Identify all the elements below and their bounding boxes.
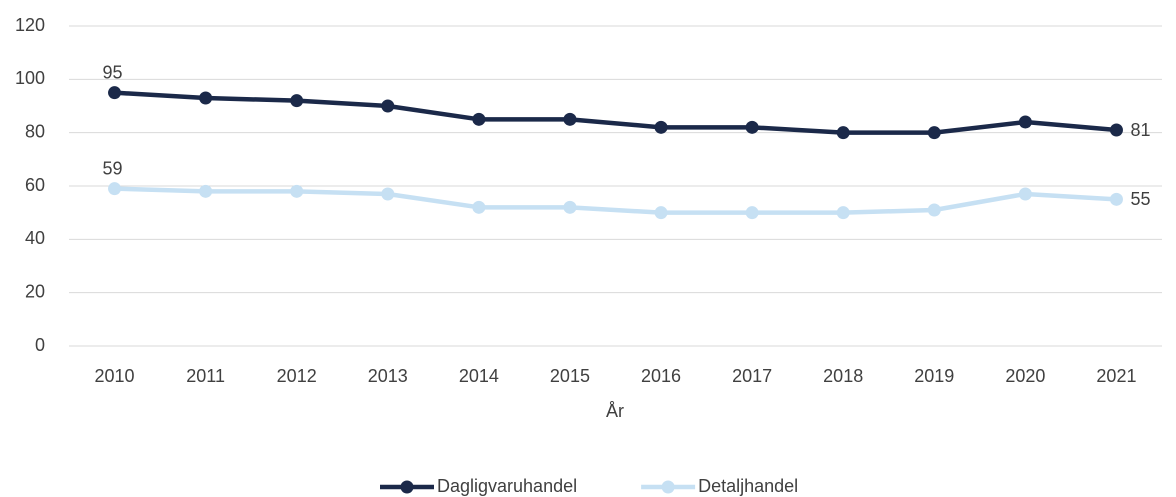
point — [199, 91, 213, 105]
x-tick-label: 2012 — [277, 366, 317, 386]
point — [381, 99, 395, 113]
point — [1018, 115, 1032, 129]
point — [654, 120, 668, 134]
point — [381, 187, 395, 201]
y-tick-label: 60 — [25, 175, 45, 195]
x-tick-label: 2019 — [914, 366, 954, 386]
point — [472, 200, 486, 214]
y-tick-label: 100 — [15, 68, 45, 88]
point — [108, 86, 122, 100]
point — [563, 112, 577, 126]
data-label: 95 — [103, 62, 123, 82]
x-tick-label: 2016 — [641, 366, 681, 386]
point — [836, 126, 850, 140]
series-line — [114, 90, 1117, 135]
x-tick-label: 2021 — [1096, 366, 1136, 386]
y-tick-label: 0 — [35, 335, 45, 355]
point — [563, 200, 577, 214]
point — [472, 112, 486, 126]
point — [927, 203, 941, 217]
point — [199, 184, 213, 198]
x-tick-label: 2011 — [186, 366, 225, 386]
x-tick-label: 2020 — [1005, 366, 1045, 386]
legend-label: Detaljhandel — [698, 476, 798, 496]
point — [1109, 123, 1123, 137]
point — [745, 206, 759, 220]
x-tick-label: 2015 — [550, 366, 590, 386]
legend-marker — [400, 480, 414, 494]
point — [1018, 187, 1032, 201]
x-tick-label: 2010 — [95, 366, 135, 386]
point — [290, 94, 304, 108]
y-tick-label: 40 — [25, 228, 45, 248]
point — [836, 206, 850, 220]
y-tick-label: 20 — [25, 281, 45, 301]
point — [108, 182, 122, 196]
x-tick-label: 2014 — [459, 366, 499, 386]
x-tick-label: 2017 — [732, 366, 772, 386]
legend-marker — [661, 480, 675, 494]
legend-label: Dagligvaruhandel — [437, 476, 577, 496]
point — [927, 126, 941, 140]
point — [1109, 192, 1123, 206]
x-tick-label: 2013 — [368, 366, 408, 386]
data-label: 59 — [103, 158, 123, 178]
point — [654, 206, 668, 220]
y-tick-label: 120 — [15, 15, 45, 35]
data-label: 81 — [1130, 120, 1150, 140]
y-tick-label: 80 — [25, 121, 45, 141]
x-tick-label: 2018 — [823, 366, 863, 386]
data-label: 55 — [1130, 189, 1150, 209]
point — [745, 120, 759, 134]
series-line — [114, 186, 1117, 215]
x-axis-title: År — [606, 401, 624, 421]
point — [290, 184, 304, 198]
